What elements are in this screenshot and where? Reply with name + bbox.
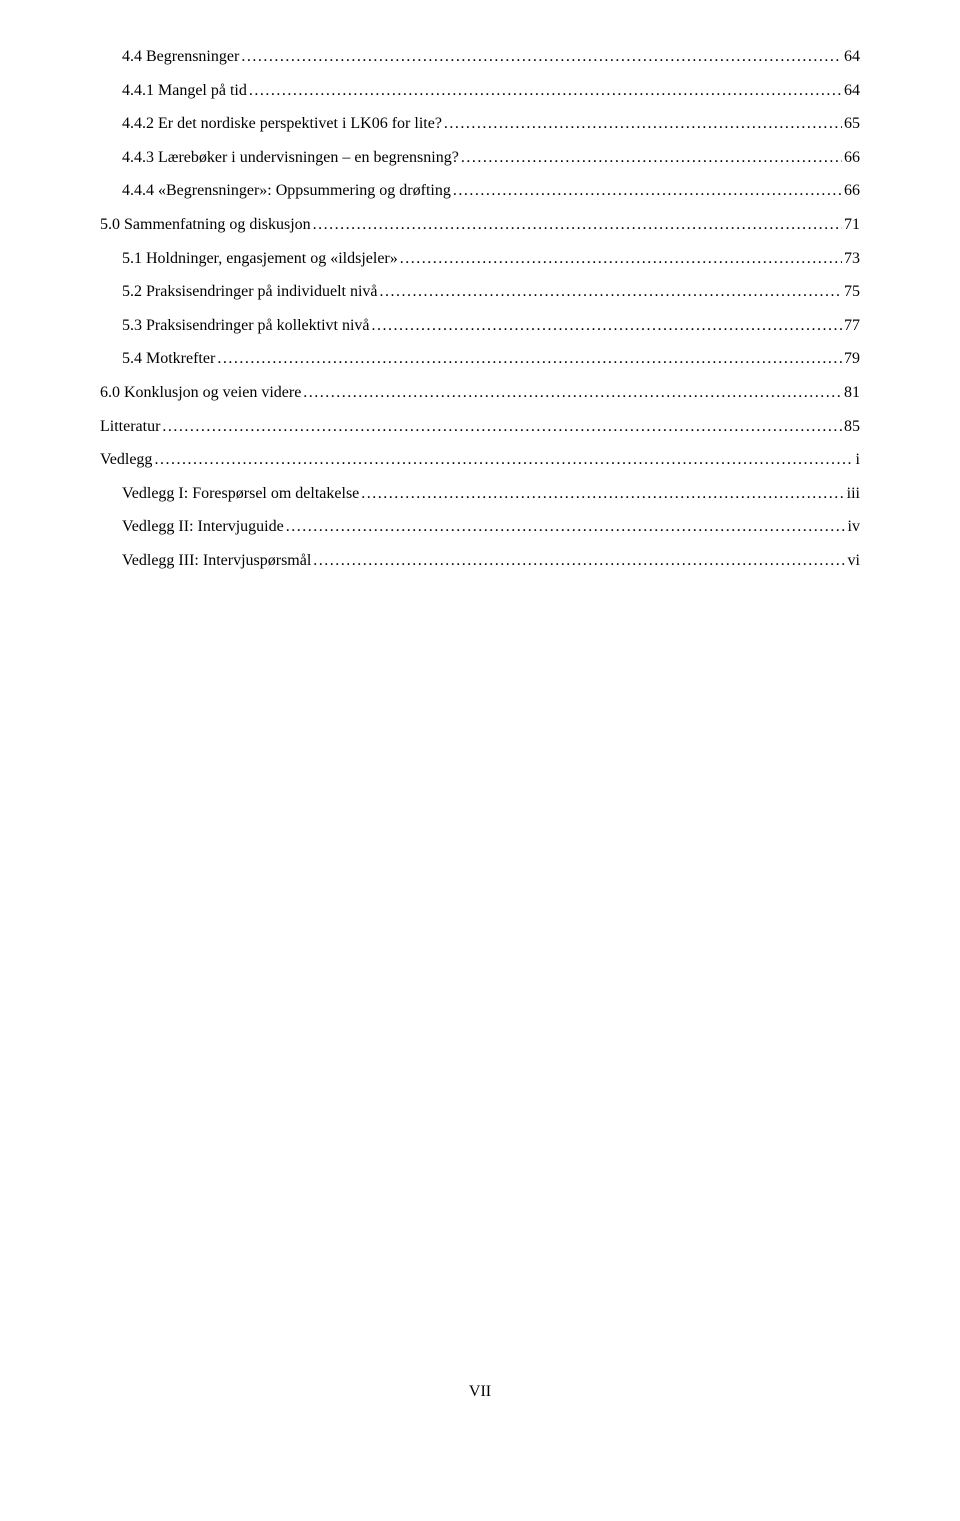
toc-entry-label: 4.4.4 «Begrensninger»: Oppsummering og d… [122, 174, 451, 208]
toc-leader-dots: ........................................… [400, 242, 842, 276]
toc-entry: 4.4.3 Lærebøker i undervisningen – en be… [100, 141, 860, 175]
toc-entry-label: 4.4.3 Lærebøker i undervisningen – en be… [122, 141, 459, 175]
toc-leader-dots: ........................................… [217, 342, 842, 376]
toc-entry-page: 65 [844, 107, 860, 141]
toc-entry-page: i [856, 443, 860, 477]
toc-leader-dots: ........................................… [249, 74, 842, 108]
toc-leader-dots: ........................................… [286, 510, 846, 544]
toc-leader-dots: ........................................… [361, 477, 844, 511]
toc-entry: Vedlegg I: Forespørsel om deltakelse ...… [100, 477, 860, 511]
toc-entry: Vedlegg III: Intervjuspørsmål ..........… [100, 544, 860, 578]
toc-entry: 5.1 Holdninger, engasjement og «ildsjele… [100, 242, 860, 276]
toc-entry-page: vi [848, 544, 860, 578]
toc-leader-dots: ........................................… [461, 141, 842, 175]
toc-entry-page: iv [848, 510, 860, 544]
toc-entry-label: 5.2 Praksisendringer på individuelt nivå [122, 275, 378, 309]
toc-leader-dots: ........................................… [380, 275, 842, 309]
toc-entry-label: 4.4.1 Mangel på tid [122, 74, 247, 108]
toc-entry: 5.4 Motkrefter .........................… [100, 342, 860, 376]
toc-entry-label: 5.0 Sammenfatning og diskusjon [100, 208, 311, 242]
toc-entry: 4.4.1 Mangel på tid ....................… [100, 74, 860, 108]
toc-leader-dots: ........................................… [372, 309, 842, 343]
toc-entry-page: 77 [844, 309, 860, 343]
toc-entry-page: 81 [844, 376, 860, 410]
toc-entry-label: Vedlegg I: Forespørsel om deltakelse [122, 477, 359, 511]
toc-entry-label: Vedlegg [100, 443, 152, 477]
toc-leader-dots: ........................................… [444, 107, 842, 141]
toc-entry: 5.0 Sammenfatning og diskusjon .........… [100, 208, 860, 242]
toc-entry: Vedlegg ................................… [100, 443, 860, 477]
toc-leader-dots: ........................................… [154, 443, 853, 477]
toc-entry-page: 66 [844, 141, 860, 175]
toc-entry-label: 6.0 Konklusjon og veien videre [100, 376, 301, 410]
table-of-contents: 4.4 Begrensninger ......................… [100, 40, 860, 578]
toc-entry-page: 66 [844, 174, 860, 208]
toc-leader-dots: ........................................… [241, 40, 842, 74]
toc-leader-dots: ........................................… [313, 208, 842, 242]
toc-entry-label: 5.4 Motkrefter [122, 342, 215, 376]
toc-entry-page: 85 [844, 410, 860, 444]
toc-entry-page: iii [847, 477, 860, 511]
toc-entry: 6.0 Konklusjon og veien videre .........… [100, 376, 860, 410]
toc-entry: 4.4.4 «Begrensninger»: Oppsummering og d… [100, 174, 860, 208]
toc-entry: 4.4.2 Er det nordiske perspektivet i LK0… [100, 107, 860, 141]
toc-entry-label: Vedlegg III: Intervjuspørsmål [122, 544, 311, 578]
toc-leader-dots: ........................................… [162, 410, 842, 444]
toc-entry-label: 4.4.2 Er det nordiske perspektivet i LK0… [122, 107, 442, 141]
toc-entry-label: Litteratur [100, 410, 160, 444]
toc-entry-page: 79 [844, 342, 860, 376]
toc-entry-label: 5.1 Holdninger, engasjement og «ildsjele… [122, 242, 398, 276]
toc-entry: Litteratur .............................… [100, 410, 860, 444]
toc-entry: 5.2 Praksisendringer på individuelt nivå… [100, 275, 860, 309]
toc-entry: 5.3 Praksisendringer på kollektivt nivå … [100, 309, 860, 343]
toc-entry: Vedlegg II: Intervjuguide ..............… [100, 510, 860, 544]
toc-entry-page: 75 [844, 275, 860, 309]
toc-entry-label: 5.3 Praksisendringer på kollektivt nivå [122, 309, 370, 343]
toc-leader-dots: ........................................… [313, 544, 845, 578]
toc-entry-page: 64 [844, 40, 860, 74]
toc-entry-label: 4.4 Begrensninger [122, 40, 239, 74]
toc-entry-page: 73 [844, 242, 860, 276]
toc-entry-page: 64 [844, 74, 860, 108]
toc-leader-dots: ........................................… [303, 376, 842, 410]
toc-entry-page: 71 [844, 208, 860, 242]
toc-entry-label: Vedlegg II: Intervjuguide [122, 510, 284, 544]
page-number-footer: VII [0, 1383, 960, 1401]
toc-entry: 4.4 Begrensninger ......................… [100, 40, 860, 74]
toc-leader-dots: ........................................… [453, 174, 842, 208]
